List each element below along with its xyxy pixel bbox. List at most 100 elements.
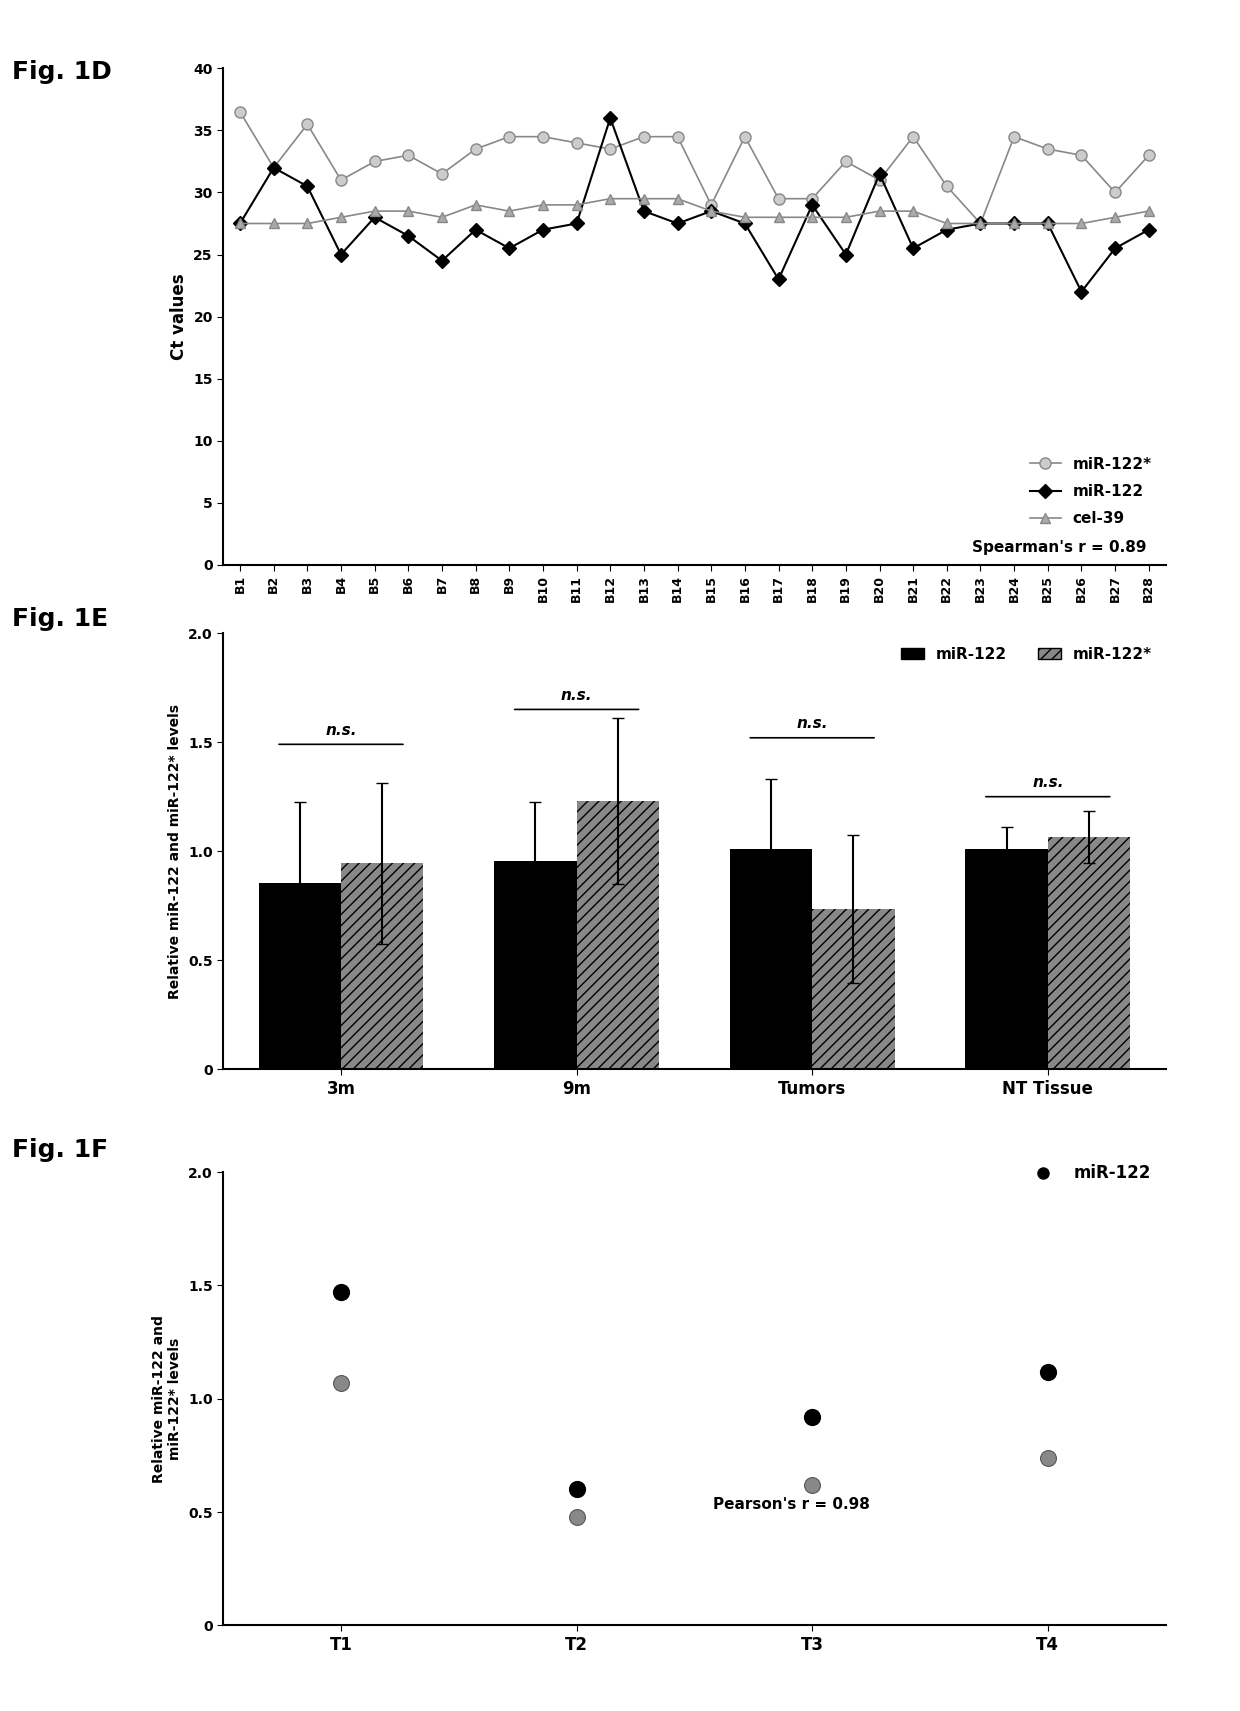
miR-122 — [973, 214, 988, 234]
cel-39 — [905, 200, 920, 221]
Point — [567, 1475, 587, 1504]
miR-122 — [267, 157, 281, 178]
Point — [802, 1403, 822, 1430]
miR-122 — [300, 176, 315, 197]
Legend: miR-122: miR-122 — [1019, 1158, 1157, 1189]
miR-122* — [636, 127, 651, 147]
miR-122* — [267, 157, 281, 178]
Text: n.s.: n.s. — [560, 688, 593, 703]
miR-122 — [805, 195, 820, 216]
cel-39 — [738, 207, 753, 228]
Text: n.s.: n.s. — [796, 717, 828, 731]
miR-122* — [603, 139, 618, 159]
miR-122 — [401, 226, 415, 246]
miR-122 — [502, 238, 517, 258]
Text: Fig. 1D: Fig. 1D — [12, 60, 112, 84]
Line: miR-122: miR-122 — [236, 113, 1153, 296]
cel-39 — [636, 188, 651, 209]
cel-39 — [300, 214, 315, 234]
cel-39 — [233, 214, 248, 234]
miR-122 — [434, 250, 449, 270]
cel-39 — [838, 207, 853, 228]
miR-122 — [636, 200, 651, 221]
Point — [802, 1471, 822, 1499]
miR-122* — [1107, 183, 1122, 204]
Bar — [1048, 837, 1131, 1069]
cel-39 — [940, 214, 955, 234]
cel-39 — [1141, 200, 1156, 221]
cel-39 — [502, 200, 517, 221]
Bar — [577, 801, 658, 1069]
miR-122 — [367, 207, 382, 228]
Point — [1038, 1444, 1058, 1471]
cel-39 — [1107, 207, 1122, 228]
Text: n.s.: n.s. — [325, 722, 357, 737]
miR-122* — [1007, 127, 1022, 147]
Point — [331, 1278, 351, 1305]
Text: Fig. 1E: Fig. 1E — [12, 607, 109, 631]
Bar — [341, 864, 423, 1069]
cel-39 — [267, 214, 281, 234]
Point — [567, 1502, 587, 1530]
Bar — [965, 849, 1048, 1069]
cel-39 — [1040, 214, 1055, 234]
miR-122* — [704, 195, 719, 216]
miR-122* — [536, 127, 551, 147]
miR-122 — [838, 245, 853, 265]
cel-39 — [1007, 214, 1022, 234]
miR-122 — [905, 238, 920, 258]
Y-axis label: Relative miR-122 and miR-122* levels: Relative miR-122 and miR-122* levels — [169, 703, 182, 999]
miR-122* — [872, 169, 887, 190]
cel-39 — [1074, 214, 1089, 234]
miR-122 — [1040, 214, 1055, 234]
miR-122 — [670, 214, 684, 234]
miR-122* — [838, 151, 853, 171]
cel-39 — [401, 200, 415, 221]
miR-122 — [872, 164, 887, 185]
Line: cel-39: cel-39 — [236, 193, 1153, 228]
miR-122 — [536, 219, 551, 240]
Point — [1038, 1359, 1058, 1386]
miR-122* — [805, 188, 820, 209]
miR-122* — [469, 139, 484, 159]
miR-122* — [1074, 145, 1089, 166]
cel-39 — [367, 200, 382, 221]
Text: Pearson's r = 0.98: Pearson's r = 0.98 — [713, 1497, 870, 1513]
miR-122* — [771, 188, 786, 209]
miR-122 — [1007, 214, 1022, 234]
miR-122* — [233, 101, 248, 121]
miR-122* — [905, 127, 920, 147]
cel-39 — [434, 207, 449, 228]
miR-122* — [973, 214, 988, 234]
miR-122* — [401, 145, 415, 166]
miR-122 — [233, 214, 248, 234]
Legend: miR-122, miR-122*: miR-122, miR-122* — [894, 640, 1158, 667]
miR-122* — [569, 133, 584, 154]
miR-122* — [334, 169, 348, 190]
miR-122* — [1141, 145, 1156, 166]
miR-122* — [940, 176, 955, 197]
cel-39 — [704, 200, 719, 221]
miR-122 — [1107, 238, 1122, 258]
cel-39 — [334, 207, 348, 228]
Bar — [812, 909, 894, 1069]
miR-122 — [469, 219, 484, 240]
Text: Fig. 1F: Fig. 1F — [12, 1138, 109, 1162]
Y-axis label: Ct values: Ct values — [170, 274, 187, 359]
cel-39 — [670, 188, 684, 209]
cel-39 — [536, 195, 551, 216]
miR-122 — [771, 269, 786, 289]
miR-122 — [569, 214, 584, 234]
cel-39 — [771, 207, 786, 228]
Point — [331, 1369, 351, 1396]
miR-122* — [502, 127, 517, 147]
Legend: miR-122*, miR-122, cel-39: miR-122*, miR-122, cel-39 — [1024, 450, 1158, 532]
miR-122* — [367, 151, 382, 171]
miR-122* — [434, 164, 449, 185]
miR-122* — [1040, 139, 1055, 159]
cel-39 — [469, 195, 484, 216]
miR-122 — [738, 214, 753, 234]
Bar — [729, 849, 812, 1069]
miR-122* — [300, 115, 315, 135]
miR-122 — [1141, 219, 1156, 240]
